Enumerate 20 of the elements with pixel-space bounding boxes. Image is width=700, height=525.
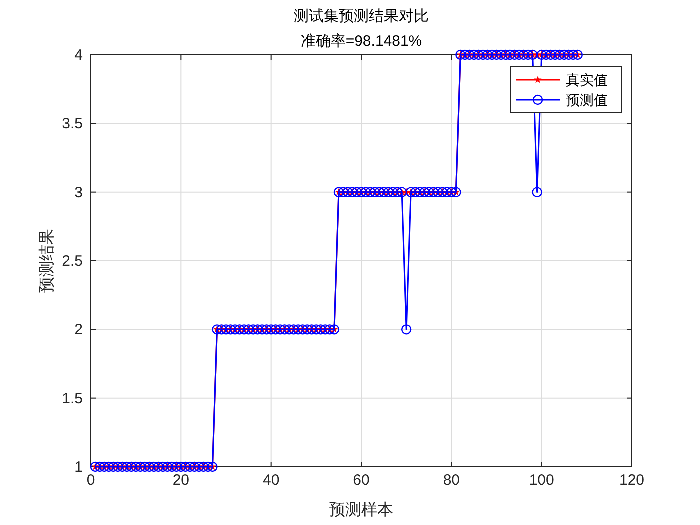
x-tick-label: 40 — [262, 472, 280, 489]
x-tick-label: 80 — [443, 472, 460, 489]
legend-label: 真实值 — [566, 73, 608, 89]
chart-subtitle: 准确率=98.1481% — [300, 33, 422, 50]
y-tick-label: 2.5 — [62, 253, 83, 270]
chart-title: 测试集预测结果对比 — [294, 8, 429, 25]
y-axis-title: 预测结果 — [38, 229, 56, 293]
legend-label: 预测值 — [566, 93, 608, 109]
y-tick-label: 4 — [74, 47, 83, 64]
x-tick-label: 100 — [529, 472, 554, 489]
y-tick-label: 1.5 — [62, 390, 83, 408]
y-tick-label: 3.5 — [62, 116, 83, 133]
x-tick-label: 120 — [619, 472, 645, 489]
x-tick-label: 0 — [86, 472, 96, 489]
y-tick-label: 2 — [74, 322, 83, 339]
x-tick-label: 20 — [172, 472, 190, 489]
y-tick-label: 1 — [74, 459, 83, 476]
y-tick-label: 3 — [74, 184, 83, 202]
x-axis-title: 预测样本 — [330, 501, 394, 519]
x-tick-label: 60 — [353, 472, 370, 489]
